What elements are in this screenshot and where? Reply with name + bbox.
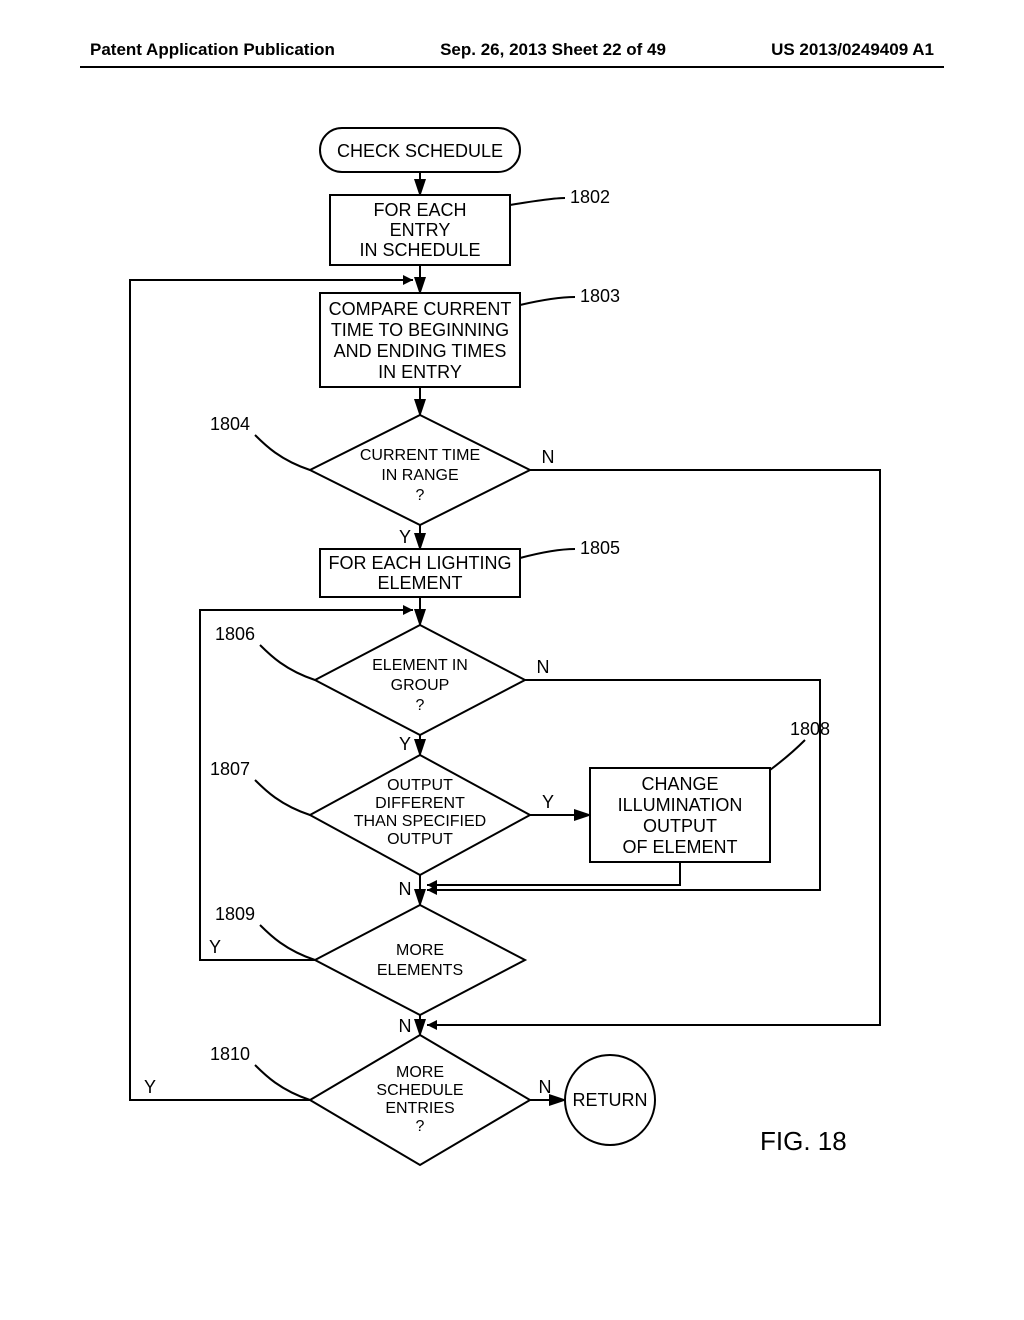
- ref-1802: 1802: [570, 187, 610, 207]
- svg-text:FOR EACH LIGHTING: FOR EACH LIGHTING: [328, 553, 511, 573]
- node-1808: CHANGE ILLUMINATION OUTPUT OF ELEMENT: [590, 768, 770, 862]
- edge-label-1809N: N: [399, 1016, 412, 1036]
- edge-label-1810N: N: [539, 1077, 552, 1097]
- svg-text:OF ELEMENT: OF ELEMENT: [622, 837, 737, 857]
- ref-1806: 1806: [215, 624, 255, 644]
- ref-1805: 1805: [580, 538, 620, 558]
- figure-label: FIG. 18: [760, 1126, 847, 1156]
- leader-1808: [770, 740, 805, 770]
- svg-text:ENTRY: ENTRY: [390, 220, 451, 240]
- node-1802: FOR EACH ENTRY IN SCHEDULE: [330, 195, 510, 265]
- header-rule: [80, 66, 944, 68]
- svg-text:SCHEDULE: SCHEDULE: [376, 1082, 463, 1099]
- svg-text:AND ENDING TIMES: AND ENDING TIMES: [334, 341, 507, 361]
- svg-text:IN ENTRY: IN ENTRY: [378, 362, 462, 382]
- header-right: US 2013/0249409 A1: [771, 40, 934, 60]
- svg-text:?: ?: [416, 697, 425, 714]
- edge-label-1804N: N: [542, 447, 555, 467]
- ref-1809: 1809: [215, 904, 255, 924]
- svg-text:ELEMENT IN: ELEMENT IN: [372, 657, 468, 674]
- edge-label-1807N: N: [399, 879, 412, 899]
- edge-label-1804Y: Y: [399, 527, 411, 547]
- svg-text:MORE: MORE: [396, 942, 444, 959]
- leader-1810: [255, 1065, 310, 1100]
- svg-text:DIFFERENT: DIFFERENT: [375, 795, 465, 812]
- leader-1805: [520, 549, 575, 558]
- leader-1809: [260, 925, 315, 960]
- arrowhead-1804N: [427, 1020, 437, 1030]
- svg-text:ILLUMINATION: ILLUMINATION: [618, 795, 743, 815]
- svg-text:IN SCHEDULE: IN SCHEDULE: [359, 240, 480, 260]
- svg-text:CHANGE: CHANGE: [641, 774, 718, 794]
- header-center: Sep. 26, 2013 Sheet 22 of 49: [440, 40, 666, 60]
- arrowhead-1809Y: [403, 605, 413, 615]
- flowchart: CHECK SCHEDULE FOR EACH ENTRY IN SCHEDUL…: [0, 90, 1024, 1290]
- svg-text:ELEMENTS: ELEMENTS: [377, 962, 463, 979]
- ref-1810: 1810: [210, 1044, 250, 1064]
- edge-label-1809Y: Y: [209, 937, 221, 957]
- svg-text:OUTPUT: OUTPUT: [387, 777, 453, 794]
- leader-1807: [255, 780, 310, 815]
- ref-1807: 1807: [210, 759, 250, 779]
- edge-label-1810Y: Y: [144, 1077, 156, 1097]
- leader-1804: [255, 435, 310, 470]
- node-1807: OUTPUT DIFFERENT THAN SPECIFIED OUTPUT: [310, 755, 530, 875]
- return-label: RETURN: [573, 1090, 648, 1110]
- edge-label-1806Y: Y: [399, 734, 411, 754]
- svg-text:?: ?: [416, 1118, 425, 1135]
- node-1806: ELEMENT IN GROUP ?: [315, 625, 525, 735]
- svg-text:ENTRIES: ENTRIES: [385, 1100, 454, 1117]
- leader-1803: [520, 297, 575, 305]
- leader-1806: [260, 645, 315, 680]
- svg-text:TIME TO BEGINNING: TIME TO BEGINNING: [331, 320, 509, 340]
- leader-1802: [510, 198, 565, 205]
- svg-text:OUTPUT: OUTPUT: [387, 831, 453, 848]
- header-left: Patent Application Publication: [90, 40, 335, 60]
- svg-text:COMPARE CURRENT: COMPARE CURRENT: [329, 299, 512, 319]
- edge-label-1807Y: Y: [542, 792, 554, 812]
- ref-1803: 1803: [580, 286, 620, 306]
- node-1804: CURRENT TIME IN RANGE ?: [310, 415, 530, 525]
- node-start: CHECK SCHEDULE: [320, 128, 520, 172]
- ref-1808: 1808: [790, 719, 830, 739]
- svg-text:FOR EACH: FOR EACH: [373, 200, 466, 220]
- svg-text:GROUP: GROUP: [391, 677, 450, 694]
- node-1803: COMPARE CURRENT TIME TO BEGINNING AND EN…: [320, 293, 520, 387]
- svg-text:CURRENT TIME: CURRENT TIME: [360, 447, 480, 464]
- svg-text:THAN SPECIFIED: THAN SPECIFIED: [354, 813, 486, 830]
- start-label: CHECK SCHEDULE: [337, 141, 503, 161]
- ref-1804: 1804: [210, 414, 250, 434]
- svg-text:OUTPUT: OUTPUT: [643, 816, 717, 836]
- page-header: Patent Application Publication Sep. 26, …: [0, 40, 1024, 60]
- node-return: RETURN: [565, 1055, 655, 1145]
- node-1805: FOR EACH LIGHTING ELEMENT: [320, 549, 520, 597]
- svg-text:IN RANGE: IN RANGE: [381, 467, 458, 484]
- arrowhead-1810Y: [403, 275, 413, 285]
- svg-text:MORE: MORE: [396, 1064, 444, 1081]
- svg-text:?: ?: [416, 487, 425, 504]
- edge-label-1806N: N: [537, 657, 550, 677]
- edge-1808-join: [427, 862, 680, 885]
- node-1810: MORE SCHEDULE ENTRIES ?: [310, 1035, 530, 1165]
- svg-text:ELEMENT: ELEMENT: [377, 573, 462, 593]
- node-1809: MORE ELEMENTS: [315, 905, 525, 1015]
